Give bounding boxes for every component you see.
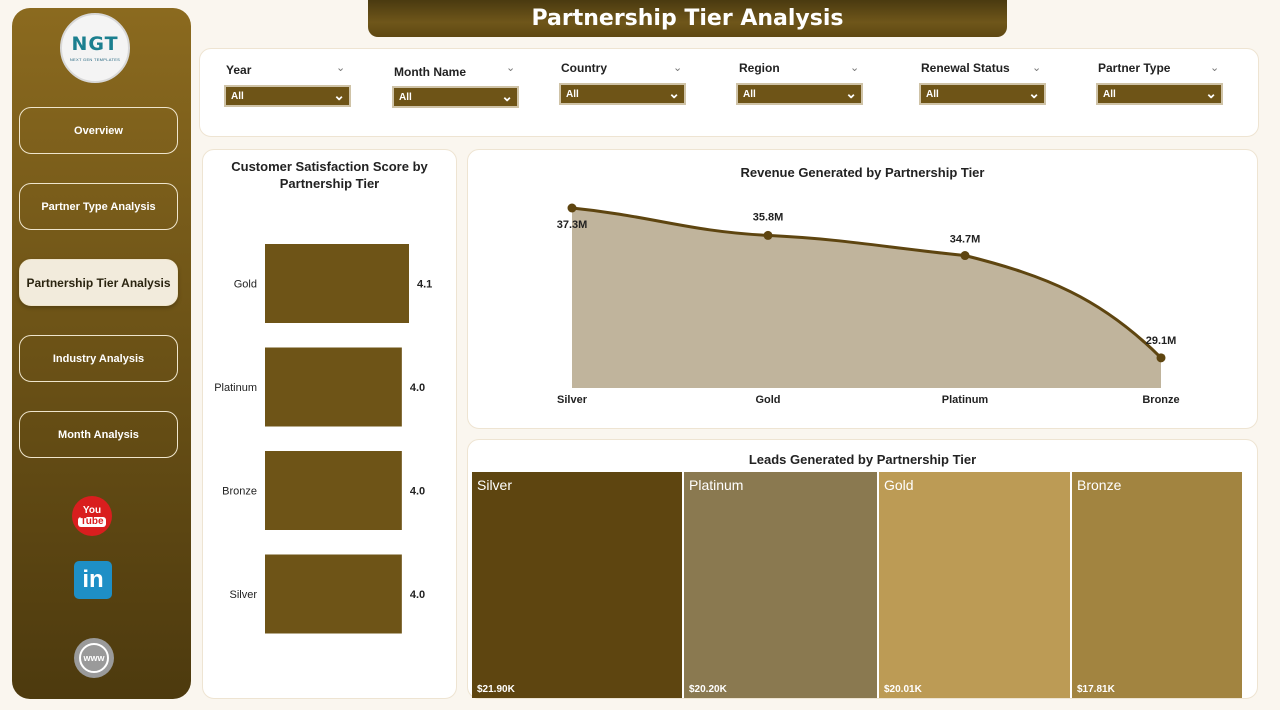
- csat-value-label-silver: 4.0: [410, 589, 425, 601]
- csat-category-label-silver: Silver: [229, 589, 257, 601]
- filter-renewal-status-label: Renewal Status: [921, 61, 1010, 75]
- chevron-down-icon[interactable]: ⌄: [1032, 62, 1042, 74]
- revenue-value-label-platinum: 34.7M: [950, 234, 981, 246]
- csat-category-label-platinum: Platinum: [214, 382, 257, 394]
- logo-tagline: NEXT GEN TEMPLATES: [69, 56, 121, 62]
- revenue-category-label-silver: Silver: [557, 394, 588, 406]
- filter-month-name-value: All: [399, 92, 412, 103]
- csat-bar-chart: Gold 4.1 Platinum 4.0 Bronze 4.0 Silver 4.0: [214, 244, 432, 634]
- csat-bar-platinum[interactable]: [265, 347, 402, 427]
- leads-chart-panel: Leads Generated by Partnership Tier Silv…: [467, 439, 1258, 699]
- chevron-down-icon: ⌄: [668, 85, 680, 101]
- revenue-category-label-bronze: Bronze: [1142, 394, 1179, 406]
- filter-renewal-status-value: All: [926, 89, 939, 100]
- revenue-area-chart: 37.3M Silver 35.8M Gold 34.7M Platinum 29.1M Br…: [557, 203, 1180, 406]
- filter-partner-type-dropdown[interactable]: All ⌄: [1096, 83, 1223, 105]
- filter-renewal-status-dropdown[interactable]: All ⌄: [919, 83, 1046, 105]
- leads-tile-value-gold: $20.01K: [884, 684, 922, 695]
- youtube-icon[interactable]: You Tube: [72, 496, 112, 536]
- leads-tile-gold[interactable]: Gold $20.01K: [879, 472, 1070, 698]
- nav-partnership-tier-analysis-button[interactable]: Partnership Tier Analysis: [19, 259, 178, 306]
- chevron-down-icon: ⌄: [501, 88, 513, 104]
- nav-overview-button[interactable]: Overview: [19, 107, 178, 154]
- filter-country-dropdown[interactable]: All ⌄: [559, 83, 686, 105]
- revenue-area-fill: [572, 208, 1161, 388]
- csat-bar-gold[interactable]: [265, 244, 409, 323]
- csat-bar-bronze[interactable]: [265, 451, 402, 530]
- filter-year-dropdown[interactable]: All ⌄: [224, 85, 351, 107]
- csat-category-label-gold: Gold: [234, 279, 257, 291]
- filter-month-name-dropdown[interactable]: All ⌄: [392, 86, 519, 108]
- leads-tile-label-silver: Silver: [477, 477, 513, 493]
- logo-mark: NGT: [71, 32, 119, 55]
- csat-value-label-bronze: 4.0: [410, 486, 425, 498]
- filter-country-label: Country: [561, 61, 607, 75]
- leads-tile-bronze[interactable]: Bronze $17.81K: [1072, 472, 1242, 698]
- leads-tile-label-platinum: Platinum: [689, 477, 744, 493]
- filter-country-value: All: [566, 89, 579, 100]
- revenue-category-label-gold: Gold: [755, 394, 780, 406]
- revenue-value-label-silver: 37.3M: [557, 219, 588, 231]
- linkedin-icon[interactable]: in: [74, 561, 112, 599]
- website-globe-icon[interactable]: www: [74, 638, 114, 678]
- filter-year-value: All: [231, 91, 244, 102]
- chevron-down-icon: ⌄: [1028, 85, 1040, 101]
- ngt-logo[interactable]: NGT NEXT GEN TEMPLATES: [60, 13, 130, 83]
- globe-ring: www: [79, 643, 109, 673]
- sidebar: NGT NEXT GEN TEMPLATES Overview Partner …: [12, 8, 191, 699]
- revenue-category-label-platinum: Platinum: [942, 394, 989, 406]
- filter-year-label: Year: [226, 63, 252, 77]
- revenue-point-silver[interactable]: [567, 203, 577, 213]
- chevron-down-icon[interactable]: ⌄: [1210, 62, 1220, 74]
- leads-tile-value-silver: $21.90K: [477, 684, 515, 695]
- nav-industry-analysis-button[interactable]: Industry Analysis: [19, 335, 178, 382]
- chevron-down-icon[interactable]: ⌄: [673, 62, 683, 74]
- csat-value-label-gold: 4.1: [417, 279, 432, 291]
- filters-panel: Year ⌄ All ⌄ Month Name ⌄ All ⌄ Country ⌄ …: [199, 48, 1259, 137]
- revenue-value-label-bronze: 29.1M: [1146, 335, 1177, 347]
- leads-tile-label-gold: Gold: [884, 477, 914, 493]
- revenue-chart-panel: Revenue Generated by Partnership Tier 37…: [467, 149, 1258, 429]
- leads-tile-value-bronze: $17.81K: [1077, 684, 1115, 695]
- filter-partner-type-label: Partner Type: [1098, 61, 1171, 75]
- csat-value-label-platinum: 4.0: [410, 382, 425, 394]
- leads-tile-value-platinum: $20.20K: [689, 684, 727, 695]
- revenue-value-label-gold: 35.8M: [753, 211, 784, 223]
- filter-partner-type-value: All: [1103, 89, 1116, 100]
- leads-tile-platinum[interactable]: Platinum $20.20K: [684, 472, 877, 698]
- filter-region-dropdown[interactable]: All ⌄: [736, 83, 863, 105]
- filter-month-name-label: Month Name: [394, 65, 466, 79]
- revenue-point-platinum[interactable]: [960, 251, 970, 261]
- csat-chart-title: Customer Satisfaction Score by Partnersh…: [231, 159, 428, 191]
- csat-bar-silver[interactable]: [265, 554, 402, 634]
- revenue-point-bronze[interactable]: [1156, 353, 1166, 363]
- nav-month-analysis-button[interactable]: Month Analysis: [19, 411, 178, 458]
- youtube-you-text: You: [82, 504, 102, 516]
- csat-category-label-bronze: Bronze: [222, 486, 257, 498]
- leads-tile-label-bronze: Bronze: [1077, 477, 1122, 493]
- leads-tile-silver[interactable]: Silver $21.90K: [472, 472, 682, 698]
- chevron-down-icon: ⌄: [845, 85, 857, 101]
- revenue-chart-title: Revenue Generated by Partnership Tier: [740, 165, 985, 180]
- chevron-down-icon: ⌄: [1205, 85, 1217, 101]
- filter-region-value: All: [743, 89, 756, 100]
- page-title-bar: Partnership Tier Analysis: [368, 0, 1007, 37]
- csat-chart-panel: Customer Satisfaction Score by Partnersh…: [202, 149, 457, 699]
- page-title: Partnership Tier Analysis: [531, 6, 844, 31]
- nav-partner-type-analysis-button[interactable]: Partner Type Analysis: [19, 183, 178, 230]
- chevron-down-icon[interactable]: ⌄: [336, 62, 346, 74]
- filter-region-label: Region: [739, 61, 780, 75]
- chevron-down-icon[interactable]: ⌄: [850, 62, 860, 74]
- revenue-line: [571, 206, 1163, 359]
- revenue-point-gold[interactable]: [763, 230, 773, 240]
- chevron-down-icon: ⌄: [333, 87, 345, 103]
- youtube-tube-text: Tube: [78, 515, 106, 527]
- chevron-down-icon[interactable]: ⌄: [506, 62, 516, 74]
- leads-chart-title: Leads Generated by Partnership Tier: [748, 452, 977, 467]
